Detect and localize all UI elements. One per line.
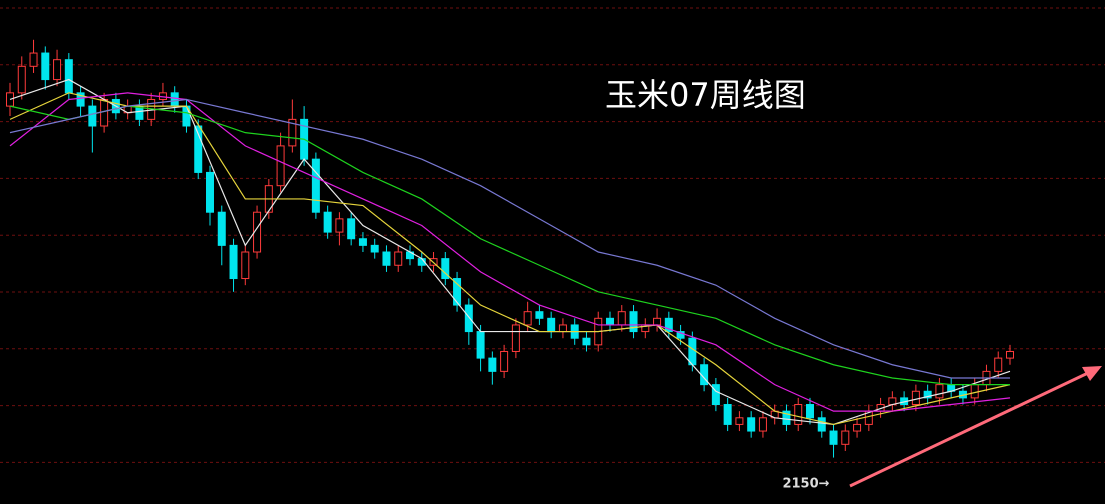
grid <box>0 7 1105 463</box>
candle-body <box>547 317 556 333</box>
candle-body <box>370 244 379 253</box>
candle-body <box>841 430 850 445</box>
candle-body <box>558 324 567 333</box>
candle-body <box>935 384 944 399</box>
candle-body <box>653 317 662 326</box>
candle-body <box>194 125 203 173</box>
candle-body <box>288 118 297 147</box>
candle-body <box>747 417 756 432</box>
candle-body <box>358 238 367 246</box>
candle-body <box>511 324 520 352</box>
candle-body <box>523 311 532 326</box>
candle-body <box>488 357 497 372</box>
candle-body <box>394 251 403 266</box>
moving-average <box>9 98 1010 379</box>
candle-body <box>582 337 591 346</box>
candle-body <box>476 331 485 359</box>
candle-body <box>464 304 473 333</box>
candle-body <box>323 211 332 233</box>
candle-body <box>382 251 391 266</box>
candle-body <box>664 317 673 333</box>
candle-body <box>253 211 262 253</box>
candle-body <box>276 145 285 187</box>
trend-arrow <box>849 371 1089 488</box>
candle-body <box>853 423 862 432</box>
candle-body <box>170 92 179 107</box>
candle-body <box>782 410 791 425</box>
candle-body <box>758 417 767 432</box>
candle-body <box>229 244 238 280</box>
candle-body <box>441 258 450 280</box>
candle-body <box>53 59 62 81</box>
candle-body <box>735 417 744 425</box>
moving-average <box>9 78 1011 426</box>
candle-body <box>711 384 720 406</box>
candle-body <box>535 311 544 319</box>
candle-body <box>606 317 614 326</box>
candle-body <box>453 278 462 306</box>
candle-body <box>64 59 73 94</box>
candle-body <box>829 430 838 445</box>
candle-body <box>29 52 38 67</box>
chart-title: 玉米07周线图 <box>605 76 806 114</box>
candle-body <box>676 331 685 339</box>
candle-body <box>923 390 932 399</box>
candle-body <box>100 98 109 127</box>
candle-body <box>688 337 697 366</box>
candle-body <box>723 404 732 425</box>
moving-average <box>9 92 1011 412</box>
candle-body <box>817 417 826 432</box>
candle-body <box>629 311 638 333</box>
low-annotation: 2150→ <box>782 477 829 492</box>
candle-body <box>617 311 626 326</box>
candle-body <box>911 390 920 406</box>
candle-body <box>1006 350 1014 359</box>
candle-body <box>347 218 356 240</box>
candle-body <box>311 158 320 213</box>
candle-body <box>806 404 814 419</box>
candle-body <box>17 65 26 94</box>
moving-average <box>9 92 1011 426</box>
candle-body <box>794 404 803 425</box>
candle-body <box>41 52 50 81</box>
candle-body <box>76 92 85 107</box>
candle-body <box>241 251 250 280</box>
candle-body <box>206 171 214 213</box>
candle-body <box>970 384 979 399</box>
candle-body <box>335 218 344 233</box>
candle-body <box>217 211 226 246</box>
arrow-head <box>1082 366 1102 381</box>
candle-body <box>500 350 509 372</box>
moving-average <box>9 105 1010 386</box>
candle-body <box>994 357 1003 372</box>
candle-body <box>88 105 97 127</box>
